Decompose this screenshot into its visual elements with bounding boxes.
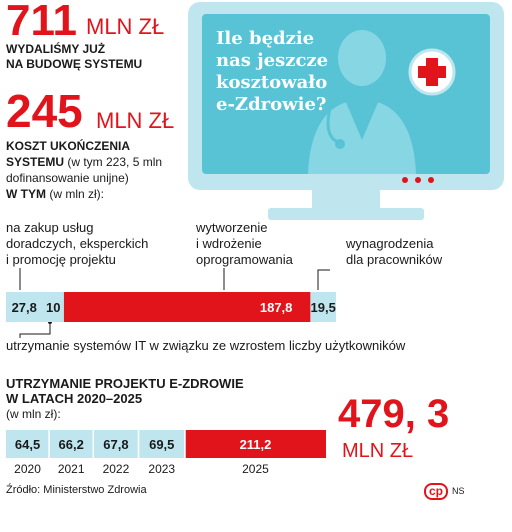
maint-bar-year-2021: 2021 bbox=[58, 462, 85, 476]
label-consulting-line-1: na zakup usług bbox=[6, 220, 94, 235]
label-software: wytworzenie i wdrożenie oprogramowania bbox=[196, 220, 293, 268]
publisher-logo: cp bbox=[424, 483, 449, 500]
cost-bar-label-0: 27,8 bbox=[12, 300, 37, 315]
maint-bar-segment-2021 bbox=[49, 430, 94, 458]
label-salaries: wynagrodzenia dla pracowników bbox=[346, 236, 442, 268]
author-initials: NS bbox=[452, 486, 465, 496]
section2-title-1: UTRZYMANIE PROJEKTU E-ZDROWIE bbox=[6, 376, 244, 391]
label-consulting-line-3: i promocję projektu bbox=[6, 252, 116, 267]
completion-cost-value: 245 bbox=[6, 85, 83, 137]
maint-bar-segment-2023 bbox=[138, 430, 185, 458]
maintenance-total-unit: MLN ZŁ bbox=[342, 440, 414, 462]
completion-caption-3: dofinansowanie unijne) bbox=[6, 171, 129, 185]
maint-bar-label-2020: 64,5 bbox=[15, 437, 40, 452]
label-software-line-1: wytworzenie bbox=[196, 220, 268, 235]
completion-caption-2-rest: (w tym 223, 5 mln bbox=[64, 155, 163, 169]
maint-bar-year-2023: 2023 bbox=[148, 462, 175, 476]
cost-bar-segment-0 bbox=[6, 292, 43, 322]
label-maintenance: utrzymanie systemów IT w związku ze wzro… bbox=[6, 338, 406, 353]
total-spent-unit: MLN ZŁ bbox=[86, 14, 165, 39]
label-software-line-3: oprogramowania bbox=[196, 252, 293, 267]
monitor-dot-3 bbox=[428, 177, 434, 183]
label-consulting: na zakup usług doradczych, eksperckich i… bbox=[6, 220, 148, 268]
maint-bar-year-2020: 2020 bbox=[14, 462, 41, 476]
monitor-illustration bbox=[188, 2, 504, 220]
label-software-line-2: i wdrożenie bbox=[196, 236, 262, 251]
maintenance-years-bar: 64,5 2020 66,2 2021 67,8 2022 69,5 2023 211,2 202… bbox=[6, 430, 326, 476]
maint-bar-label-2022: 67,8 bbox=[103, 437, 128, 452]
cost-bar-label-1: 10 bbox=[46, 300, 60, 315]
total-spent-value: 711 bbox=[6, 0, 77, 45]
monitor-stand bbox=[312, 190, 380, 210]
maint-bar-label-2023: 69,5 bbox=[149, 437, 174, 452]
cost-bar-segment-1 bbox=[42, 292, 64, 322]
cost-breakdown-bar: 27,8 10 187,8 19,5 bbox=[6, 292, 336, 322]
monitor-question-line-2: nas jeszcze bbox=[216, 50, 329, 71]
monitor-dot-1 bbox=[402, 177, 408, 183]
completion-cost-unit: MLN ZŁ bbox=[96, 108, 175, 133]
in-that-bold: W TYM bbox=[6, 187, 46, 201]
completion-caption-1: KOSZT UKOŃCZENIA bbox=[6, 139, 130, 153]
monitor-question-line-1: Ile będzie bbox=[216, 28, 315, 49]
completion-caption-2: SYSTEMU (w tym 223, 5 mln bbox=[6, 154, 162, 170]
maint-bar-label-2025: 211,2 bbox=[240, 437, 272, 452]
doctor-icon bbox=[308, 30, 416, 174]
cost-bar-segment-2 bbox=[63, 292, 311, 322]
label-salaries-line-2: dla pracowników bbox=[346, 252, 443, 267]
in-that-caption: W TYM (w mln zł): bbox=[6, 186, 104, 202]
maint-bar-label-2021: 66,2 bbox=[59, 437, 84, 452]
total-spent-caption-1: WYDALIŚMY JUŻ bbox=[6, 42, 106, 56]
maintenance-total-value: 479, 3 bbox=[338, 392, 450, 436]
maint-bar-segment-2022 bbox=[93, 430, 139, 458]
label-salaries-line-1: wynagrodzenia bbox=[346, 236, 434, 251]
label-consulting-line-2: doradczych, eksperckich bbox=[6, 236, 149, 251]
monitor-dot-2 bbox=[415, 177, 421, 183]
monitor-base bbox=[268, 208, 424, 220]
maint-bar-year-2022: 2022 bbox=[103, 462, 130, 476]
cost-bar-label-2: 187,8 bbox=[260, 300, 293, 315]
cost-bar-segment-3 bbox=[310, 292, 336, 322]
section2-unit-note: (w mln zł): bbox=[6, 407, 61, 421]
source-note: Źródło: Ministerstwo Zdrowia bbox=[6, 484, 147, 496]
maint-bar-year-2025: 2025 bbox=[242, 462, 269, 476]
in-that-rest: (w mln zł): bbox=[46, 187, 104, 201]
section2-title-2: W LATACH 2020–2025 bbox=[6, 391, 143, 406]
cost-bar-label-3: 19,5 bbox=[311, 300, 336, 315]
total-spent-caption-2: NA BUDOWĘ SYSTEMU bbox=[6, 57, 143, 71]
monitor-question-line-4: e-Zdrowie? bbox=[216, 94, 327, 115]
maint-bar-segment-2020 bbox=[6, 430, 50, 458]
maint-bar-segment-2025 bbox=[184, 430, 326, 458]
monitor-question-line-3: kosztowało bbox=[216, 72, 328, 93]
monitor-question: Ile będzie nas jeszcze kosztowało e-Zdro… bbox=[216, 28, 328, 116]
leader-salaries bbox=[317, 269, 330, 290]
completion-caption-2-bold: SYSTEMU bbox=[6, 155, 65, 169]
medical-cross-icon bbox=[408, 48, 456, 96]
leader-maintenance bbox=[19, 322, 51, 338]
